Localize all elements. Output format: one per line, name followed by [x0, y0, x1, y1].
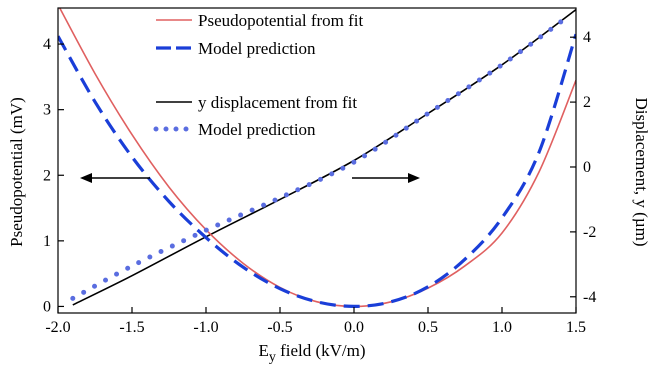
x-tick-label: -1.5 [119, 319, 144, 336]
x-axis-label-subscript: y [269, 350, 276, 365]
x-axis-label: Ey field (kV/m) [258, 341, 365, 365]
y-left-tick-label: 1 [43, 233, 51, 250]
series-line-0 [58, 8, 576, 308]
y-right-tick-label: -2 [583, 224, 596, 241]
y-left-tick-label: 4 [43, 36, 51, 53]
legend-label: Pseudopotential from fit [198, 11, 364, 30]
y-right-tick-label: 0 [583, 159, 591, 176]
x-axis-label-rest: field (kV/m) [276, 341, 366, 360]
right-arrow [352, 173, 420, 183]
left-arrow [80, 173, 150, 183]
y-left-tick-label: 2 [43, 167, 51, 184]
x-tick-label: 1.5 [566, 319, 586, 336]
y-axis-label-right: Displacement, y (µm) [632, 97, 651, 246]
x-tick-label: -2.0 [45, 319, 70, 336]
series-line-1 [58, 33, 576, 309]
x-tick-label: 1.0 [492, 319, 512, 336]
legend-label: y displacement from fit [198, 93, 357, 112]
y-right-tick-label: -4 [583, 289, 596, 306]
x-tick-label: 0.0 [344, 319, 364, 336]
ticks-layer: -2.0 -1.5 -1.0 -0.5 0.0 0.5 1.0 1.5 0 1 2 3 4 -4 -2 0 2 4 [43, 29, 596, 336]
y-right-tick-label: 2 [583, 94, 591, 111]
x-tick-label: -0.5 [267, 319, 292, 336]
series-line-2 [72, 8, 576, 306]
x-axis-label-main: E [258, 341, 268, 360]
plot-frame [57, 7, 577, 314]
curves-layer [58, 8, 576, 309]
y-left-tick-label: 0 [43, 298, 51, 315]
legend: Pseudopotential from fit Model prediction… [153, 11, 364, 139]
right-arrow-head [408, 173, 420, 183]
y-axis-label-left: Pseudopotential (mV) [7, 97, 26, 247]
left-arrow-head [80, 173, 92, 183]
y-left-tick-label: 3 [43, 102, 51, 119]
x-tick-label: -1.0 [193, 319, 218, 336]
legend-label: Model prediction [198, 39, 316, 58]
y-right-tick-label: 4 [583, 29, 591, 46]
legend-label: Model prediction [198, 120, 316, 139]
x-tick-label: 0.5 [418, 319, 438, 336]
